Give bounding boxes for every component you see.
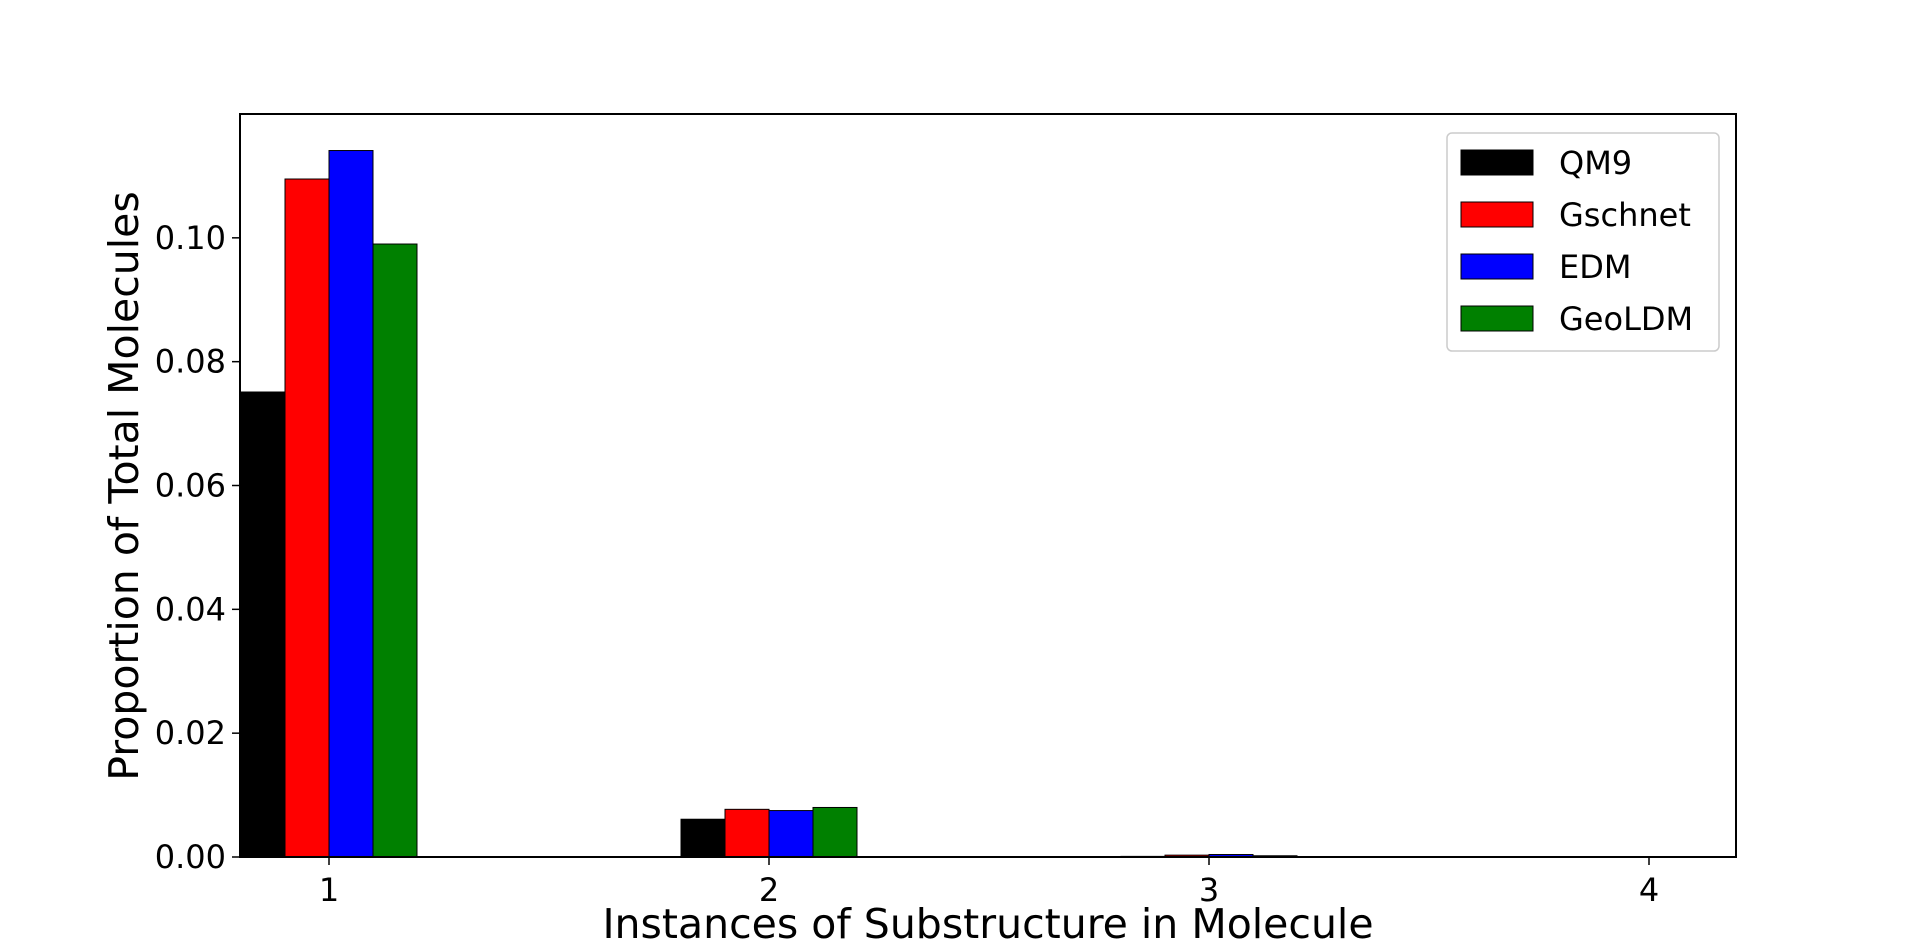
y-tick-label: 0.00 bbox=[155, 838, 226, 876]
y-tick-label: 0.04 bbox=[155, 590, 226, 628]
legend-label-geoldm: GeoLDM bbox=[1559, 300, 1693, 338]
y-axis: 0.00 0.02 0.04 0.06 0.08 0.10 bbox=[155, 219, 240, 876]
y-tick-label: 0.08 bbox=[155, 343, 226, 381]
bar-gschnet-2 bbox=[724, 808, 770, 858]
legend-swatch-qm9 bbox=[1460, 149, 1534, 176]
bar-qm9-1 bbox=[240, 391, 286, 858]
y-tick-label: 0.02 bbox=[155, 714, 226, 752]
x-axis-label: Instances of Substructure in Molecule bbox=[602, 900, 1373, 948]
bars-group bbox=[240, 150, 1298, 858]
legend-label-edm: EDM bbox=[1559, 248, 1631, 286]
legend-label-qm9: QM9 bbox=[1559, 144, 1632, 182]
bar-geoldm-1 bbox=[372, 243, 418, 858]
legend-box bbox=[1446, 132, 1720, 352]
x-tick-label: 1 bbox=[319, 871, 339, 909]
bar-gschnet-1 bbox=[284, 178, 330, 858]
legend-swatch-geoldm bbox=[1460, 305, 1534, 332]
x-tick-label: 4 bbox=[1639, 871, 1659, 909]
x-tick-label: 2 bbox=[759, 871, 779, 909]
y-tick-label: 0.06 bbox=[155, 467, 226, 505]
legend: QM9 Gschnet EDM GeoLDM bbox=[1446, 132, 1720, 352]
bar-edm-2 bbox=[768, 810, 814, 858]
y-axis-label: Proportion of Total Molecules bbox=[100, 191, 148, 781]
legend-swatch-gschnet bbox=[1460, 201, 1534, 228]
x-axis: 1 2 3 4 bbox=[319, 857, 1659, 909]
y-tick-label: 0.10 bbox=[155, 219, 226, 257]
legend-swatch-edm bbox=[1460, 253, 1534, 280]
bar-edm-1 bbox=[328, 150, 374, 858]
bar-qm9-2 bbox=[680, 818, 726, 858]
x-tick-label: 3 bbox=[1199, 871, 1219, 909]
bar-geoldm-2 bbox=[812, 806, 858, 858]
legend-label-gschnet: Gschnet bbox=[1559, 196, 1691, 234]
